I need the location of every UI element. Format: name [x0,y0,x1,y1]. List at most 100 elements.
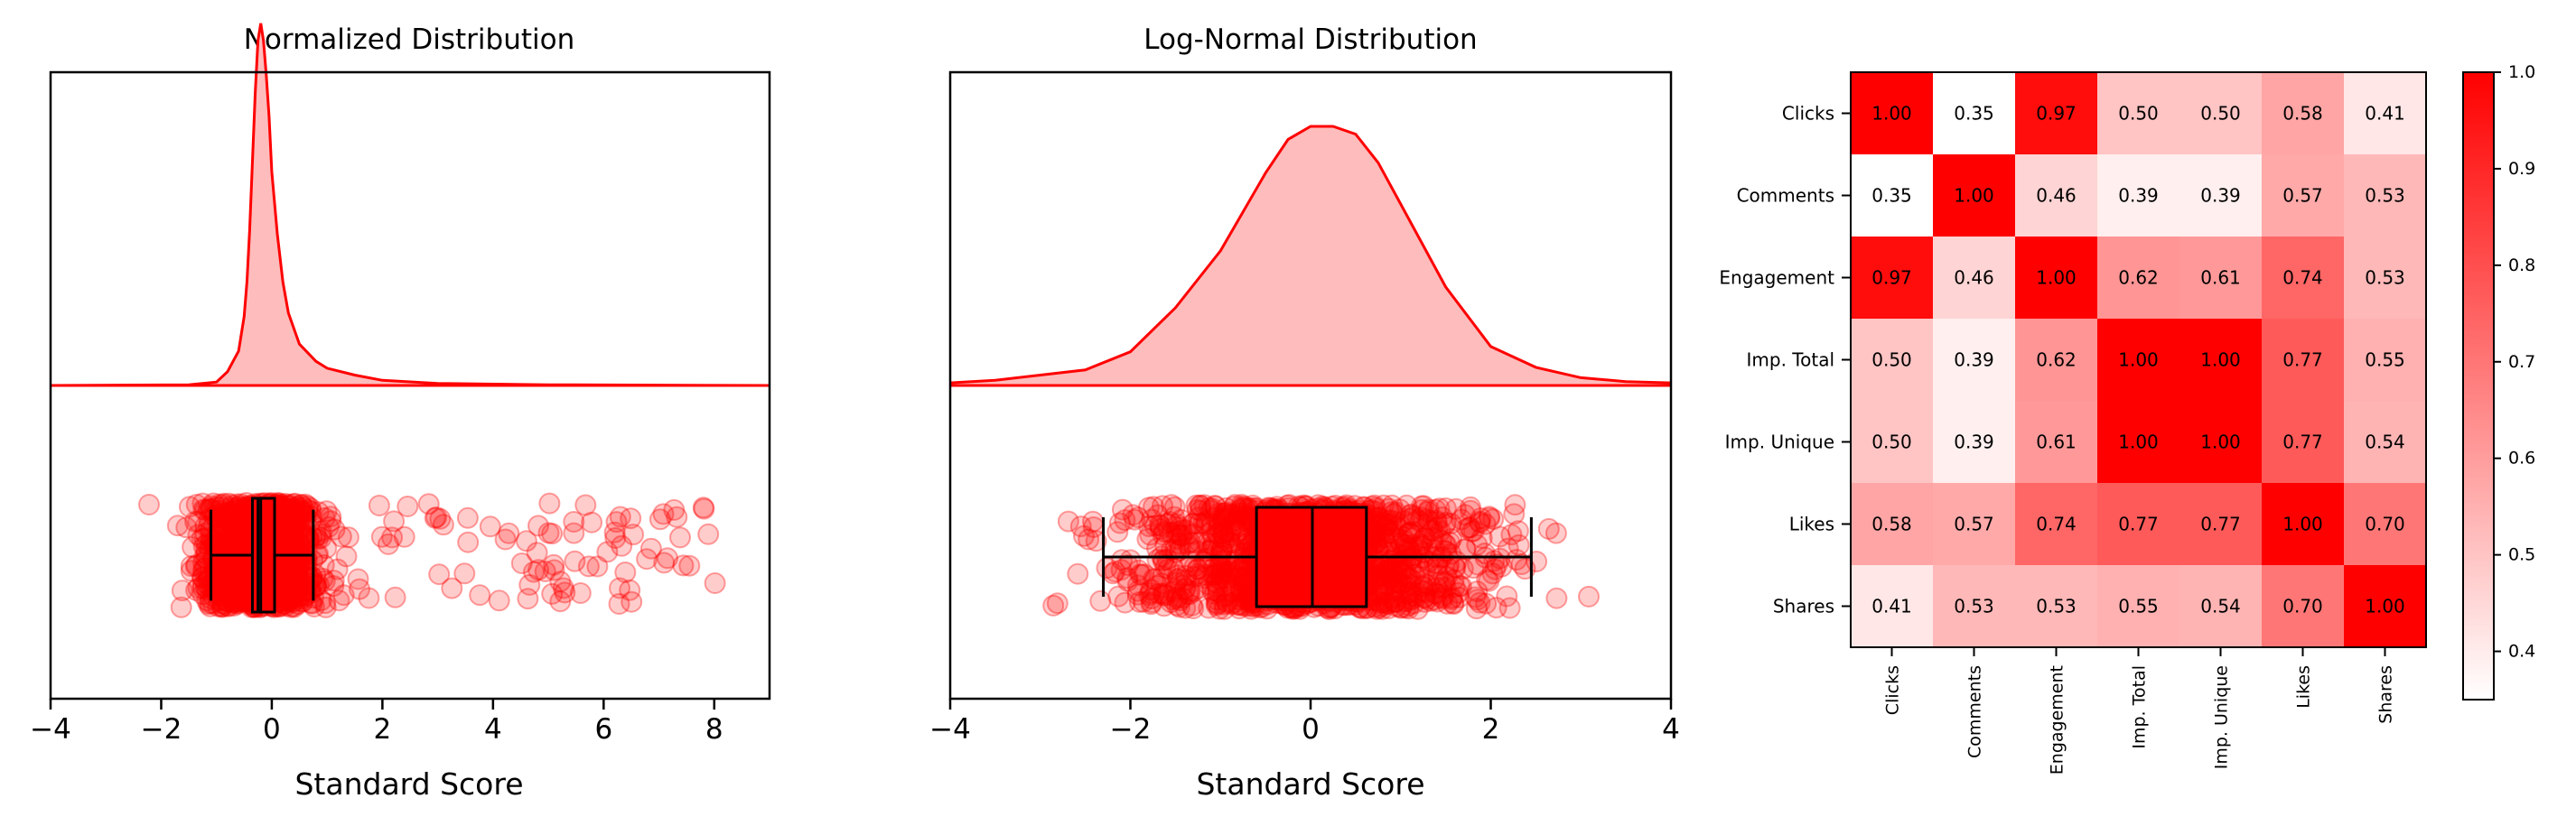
data-point [284,531,306,553]
data-point [227,537,249,560]
data-point [1425,583,1448,605]
col-label: Imp. Total [2130,665,2150,749]
data-point [285,560,307,581]
cell-value: 0.46 [2036,185,2077,207]
data-point [185,553,208,576]
data-point [563,522,585,544]
data-point [224,547,247,569]
data-point [195,539,217,561]
data-point [221,590,244,613]
data-point [281,525,303,548]
cell-value: 0.62 [2036,349,2077,371]
data-point [281,583,303,606]
data-point [577,555,600,578]
data-point [210,496,232,518]
data-point [1504,494,1526,516]
data-point [441,577,463,599]
data-point [191,566,214,589]
cell-value: 0.53 [1954,596,1994,617]
colorbar-tick-label: 0.9 [2508,159,2535,179]
data-point [228,588,250,609]
data-point [225,565,247,588]
data-point [219,552,242,574]
cell-value: 1.00 [2282,514,2323,535]
data-point [310,527,332,550]
data-point [191,583,214,606]
data-point [286,581,309,604]
cell-value: 0.74 [2036,514,2077,535]
data-point [609,577,630,599]
data-point [211,494,234,516]
data-point [219,562,241,585]
data-point [198,593,219,616]
data-point [1475,592,1498,615]
data-point [1460,499,1481,522]
data-point [277,529,300,552]
cell-value: 0.62 [2118,267,2159,289]
data-point [286,529,309,551]
data-point [282,590,303,613]
data-point [278,589,301,612]
data-point [211,596,234,618]
data-point [672,554,695,577]
data-point [227,513,249,535]
data-point [184,510,207,533]
data-point [1406,598,1429,620]
data-point [697,523,720,545]
data-point [280,587,303,609]
data-point [275,512,298,534]
data-point [621,590,643,613]
data-point [636,548,658,571]
data-point [543,559,565,581]
data-point [229,578,252,599]
data-point [213,578,236,600]
data-point [300,570,322,592]
colorbar-tick-label: 0.4 [2508,642,2535,662]
data-point [275,555,298,578]
data-point [228,567,250,589]
data-point [215,536,238,559]
data-point [1133,563,1155,586]
data-point [283,493,305,515]
data-point [225,552,247,575]
data-point [221,501,244,524]
data-point [175,516,198,539]
data-point [322,570,345,592]
data-point [277,585,300,607]
data-point [285,582,307,605]
data-point [277,495,300,517]
data-point [226,493,248,515]
data-point [225,563,247,586]
data-point [223,591,246,614]
data-point [278,515,301,537]
data-point [225,588,247,610]
data-point [1230,594,1253,617]
data-point [291,545,313,568]
data-point [605,511,628,534]
data-point [669,526,691,549]
data-point [604,527,627,549]
data-point [284,512,306,534]
data-point [221,518,244,541]
data-point [619,579,641,601]
data-point [221,494,244,516]
data-point [221,509,244,532]
data-point [202,492,225,515]
data-point [229,512,252,534]
x-tick-label: 4 [484,713,502,746]
x-tick-label: 2 [374,713,392,746]
data-point [304,524,327,547]
data-point [282,505,304,527]
data-point [213,563,236,586]
col-label: Clicks [1883,665,1903,715]
data-point [639,537,662,560]
data-point [229,528,251,551]
data-point [228,571,249,593]
data-point [543,553,565,576]
data-point [1545,522,1567,544]
data-point [192,498,215,521]
data-point [220,576,243,599]
data-point [219,500,241,523]
data-point [1143,496,1165,518]
data-point [299,497,322,519]
